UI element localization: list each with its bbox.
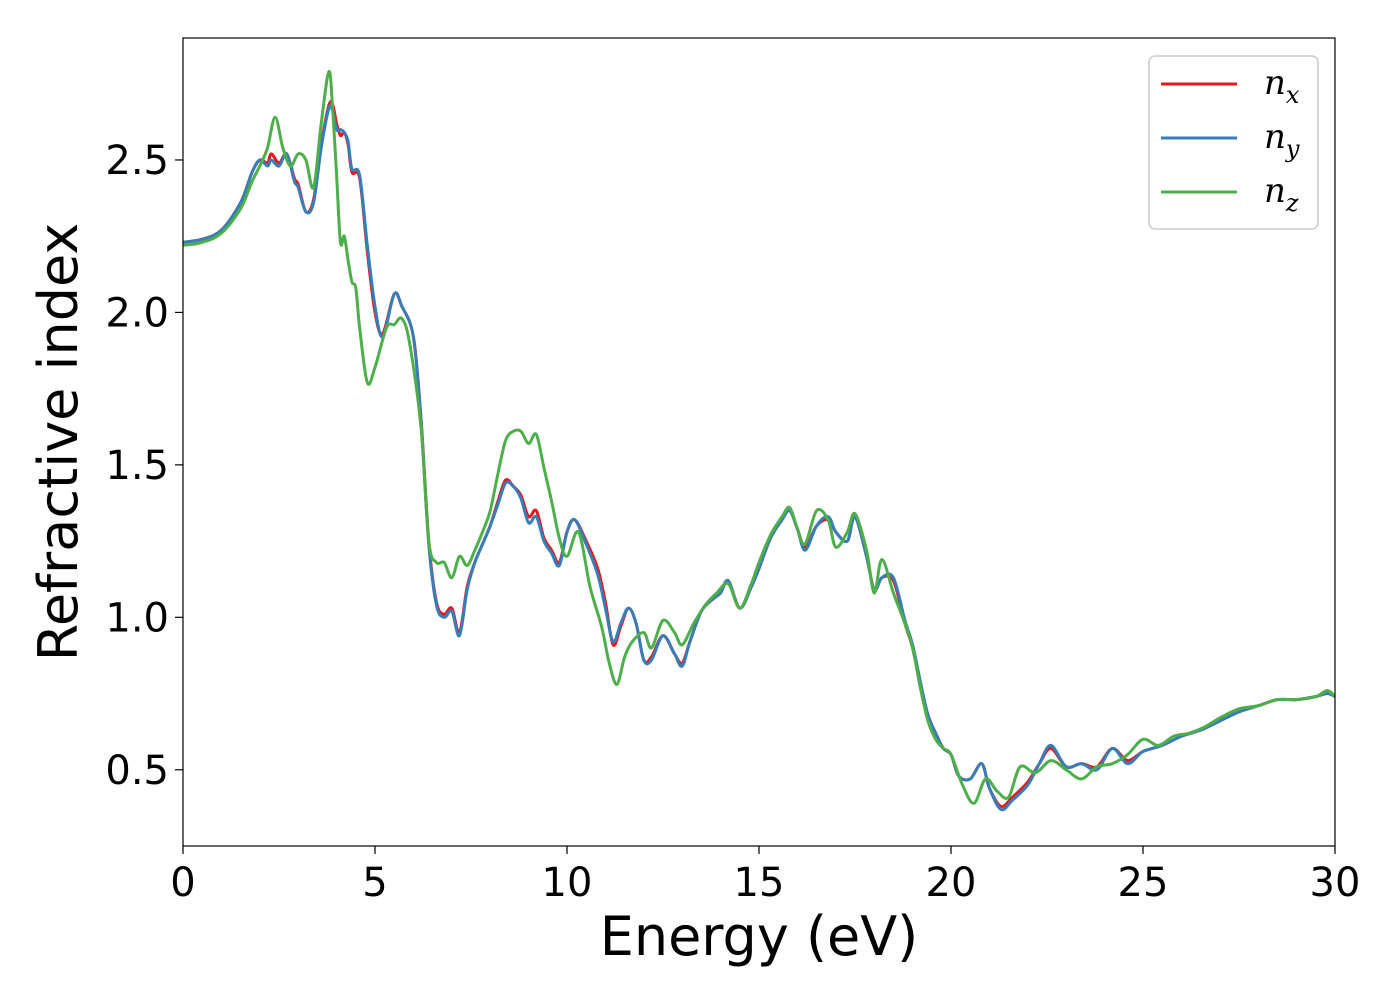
legend-label-nx: nx	[1264, 63, 1300, 109]
x-tick-label: 15	[734, 860, 785, 906]
y-tick-label: 1.5	[105, 443, 169, 489]
y-tick-label: 0.5	[105, 748, 169, 794]
series-line-nz	[183, 70, 1335, 805]
x-tick-label: 30	[1310, 860, 1361, 906]
y-tick-label: 1.0	[105, 595, 169, 641]
legend-label-nz: nz	[1264, 171, 1299, 217]
y-axis-label: Refractive index	[27, 223, 90, 662]
x-tick-label: 25	[1118, 860, 1169, 906]
legend: nx ny nz	[1148, 55, 1319, 230]
y-axis-ticks: 0.5 1.0 1.5 2.0 2.5	[105, 138, 183, 794]
x-tick-label: 20	[926, 860, 977, 906]
y-tick-label: 2.0	[105, 290, 169, 336]
legend-entries: nx ny nz	[1161, 63, 1300, 217]
x-tick-label: 0	[170, 860, 195, 906]
x-axis-label: Energy (eV)	[600, 905, 919, 968]
series-line-ny	[183, 103, 1335, 812]
series-layer	[183, 70, 1335, 812]
x-tick-label: 10	[542, 860, 593, 906]
x-axis-ticks: 0 5 10 15 20 25 30	[170, 846, 1360, 906]
y-tick-label: 2.5	[105, 138, 169, 184]
legend-box	[1148, 55, 1319, 230]
x-tick-label: 5	[362, 860, 387, 906]
legend-label-ny: ny	[1264, 117, 1300, 163]
